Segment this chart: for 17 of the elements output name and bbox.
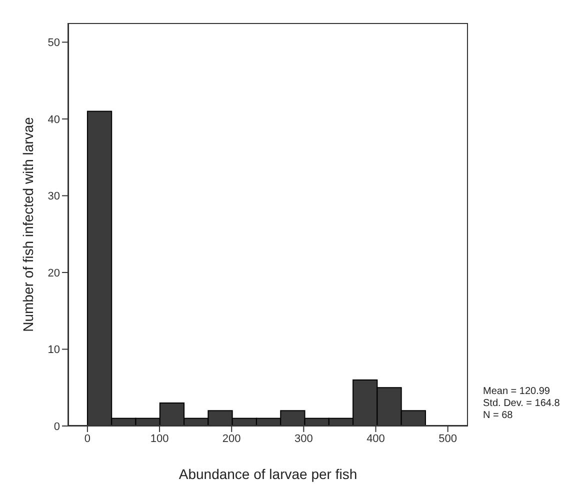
x-tick-label: 300 [294, 432, 313, 445]
y-tick-label: 40 [48, 114, 60, 126]
y-tick-label: 10 [48, 344, 60, 356]
x-tick-label: 0 [84, 432, 91, 445]
y-tick-label: 50 [48, 37, 60, 50]
y-axis-title: Number of fish infected with larvae [20, 116, 36, 332]
y-tick-label: 30 [48, 190, 60, 203]
x-tick-label: 100 [150, 432, 169, 445]
x-tick-label: 400 [366, 432, 385, 445]
x-axis-title: Abundance of larvae per fish [178, 466, 358, 482]
text: N = 68 [483, 410, 514, 422]
y-tick-label: 0 [54, 420, 60, 433]
text: Std. Dev. = 164.8 [483, 398, 560, 410]
y-tick-label: 20 [48, 267, 60, 280]
x-tick-label: 500 [438, 432, 457, 445]
x-tick-label: 200 [222, 432, 241, 445]
text: Mean = 120.99 [483, 386, 551, 398]
